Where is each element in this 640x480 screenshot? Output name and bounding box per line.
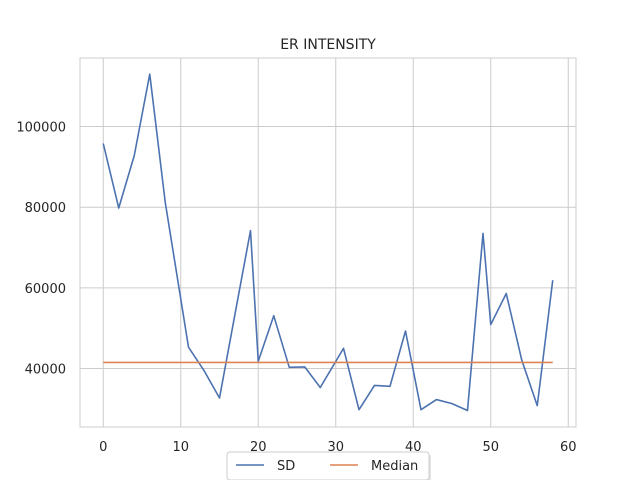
legend-median-label: Median [371,459,418,474]
legend: SD Median [226,451,431,480]
y-tick-label: 100000 [16,121,66,136]
plot-frame [79,57,577,428]
y-axis-ticks: 40000 60000 80000 100000 [16,121,66,378]
chart-title: ER INTENSITY [280,37,376,53]
x-tick-label: 40 [405,440,422,455]
plot-border [79,57,577,428]
x-tick-label: 60 [560,440,577,455]
series-line-sd [102,73,554,412]
grid-lines [80,58,576,427]
series-lines [102,73,554,412]
x-tick-label: 20 [250,440,267,455]
x-axis-ticks: 0 10 20 30 40 50 60 [99,440,576,455]
y-tick-label: 40000 [25,363,66,378]
x-tick-label: 10 [172,440,189,455]
x-tick-label: 50 [482,440,499,455]
legend-box [226,451,430,480]
x-tick-label: 30 [327,440,344,455]
x-tick-label: 0 [99,440,107,455]
legend-sd-label: SD [277,459,295,474]
y-tick-label: 60000 [25,282,66,297]
y-tick-label: 80000 [25,201,66,216]
